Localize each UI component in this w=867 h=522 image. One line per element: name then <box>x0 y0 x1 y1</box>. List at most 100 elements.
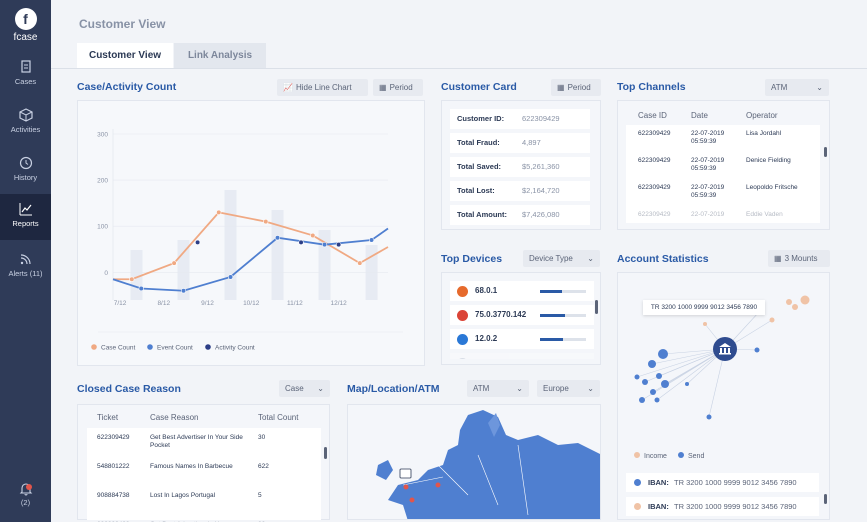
top-channels-title: Top Channels <box>617 81 686 93</box>
account-node[interactable] <box>800 295 810 305</box>
account-node[interactable] <box>658 349 668 359</box>
sidebar-item-cases[interactable]: Cases <box>0 52 51 98</box>
edge-icon <box>457 334 468 345</box>
sidebar-item-reports[interactable]: Reports <box>0 194 51 240</box>
chrome-icon <box>457 310 468 321</box>
data-point[interactable] <box>274 235 281 241</box>
hide-line-chart-button[interactable]: 📈 Hide Line Chart <box>277 79 368 96</box>
firefox-icon <box>457 286 468 297</box>
atm-marker-icon[interactable] <box>399 468 412 479</box>
data-point[interactable] <box>298 239 304 245</box>
iban-row[interactable]: IBAN: TR 3200 1000 9999 9012 3456 7890 <box>626 473 819 492</box>
column-header: Operator <box>746 111 778 120</box>
iban-label: IBAN: <box>648 478 669 487</box>
data-point[interactable] <box>263 219 269 225</box>
device-version: 68.0.1 <box>475 286 498 295</box>
channel-operator: Eddie Vaden <box>746 211 783 218</box>
account-node[interactable] <box>706 414 712 420</box>
location-pin[interactable] <box>403 484 409 490</box>
data-point[interactable] <box>310 232 316 239</box>
divider <box>51 68 867 69</box>
account-node[interactable] <box>786 299 792 305</box>
europe-map[interactable] <box>348 405 601 520</box>
customer-field-value: 4,897 <box>522 138 541 147</box>
data-point[interactable] <box>129 276 135 282</box>
account-node[interactable] <box>769 317 775 323</box>
scrollbar[interactable] <box>324 447 327 459</box>
account-node[interactable] <box>703 322 707 326</box>
account-node[interactable] <box>656 373 662 379</box>
iban-label: IBAN: <box>648 502 669 511</box>
tab-link-analysis[interactable]: Link Analysis <box>174 43 266 68</box>
data-point[interactable] <box>368 237 375 243</box>
legend-label: Case Count <box>101 345 136 352</box>
account-node[interactable] <box>648 360 656 368</box>
account-node[interactable] <box>634 374 640 380</box>
channel-case-id: 622309429 <box>638 211 671 218</box>
device-version: 12.0.2 <box>475 334 498 343</box>
account-node[interactable] <box>654 397 660 403</box>
channel-case-id: 622309429 <box>638 130 671 137</box>
uk-landmass <box>376 460 393 480</box>
account-node[interactable] <box>754 347 760 353</box>
account-node[interactable] <box>792 304 798 310</box>
customer-field-value: 622309429 <box>522 114 560 123</box>
calendar-icon: ▦ <box>774 254 782 263</box>
closed-reason: Lost In Lagos Portugal <box>150 492 216 499</box>
data-point[interactable] <box>180 288 187 294</box>
scrollbar[interactable] <box>824 494 827 504</box>
account-node[interactable] <box>661 380 669 388</box>
legend-label: Event Count <box>157 345 193 352</box>
device-type-select[interactable]: Device Type ⌄ <box>523 250 600 267</box>
device-type-value: Device Type <box>529 254 573 263</box>
location-pin[interactable] <box>409 497 415 503</box>
data-point[interactable] <box>171 260 177 266</box>
device-row[interactable]: 12.0.2 <box>450 329 594 349</box>
tab-customer-view[interactable]: Customer View <box>77 43 173 68</box>
sidebar-item-label: Reports <box>12 219 39 228</box>
map-region-select[interactable]: Europe ⌄ <box>537 380 600 397</box>
customer-field-label: Customer ID: <box>457 114 505 123</box>
iban-row[interactable]: IBAN: TR 3200 1000 9999 9012 3456 7890 <box>626 497 819 516</box>
device-row[interactable]: 68.0.1 <box>450 281 594 301</box>
column-header: Date <box>691 111 708 120</box>
customer-field-label: Total Lost: <box>457 186 495 195</box>
device-version: 11.0.3 <box>475 353 497 359</box>
data-point[interactable] <box>336 242 342 248</box>
scrollbar[interactable] <box>595 300 598 314</box>
europe-landmass <box>388 410 600 519</box>
mounts-label: 3 Mounts <box>784 254 818 263</box>
account-node[interactable] <box>639 397 645 403</box>
data-point[interactable] <box>321 242 328 248</box>
location-pin[interactable] <box>435 482 441 488</box>
period-button[interactable]: ▦ Period <box>373 79 423 96</box>
case-select[interactable]: Case ⌄ <box>279 380 330 397</box>
sidebar-item-activities[interactable]: Activities <box>0 100 51 146</box>
customer-period-button[interactable]: ▦ Period <box>551 79 601 96</box>
account-node[interactable] <box>685 382 689 386</box>
iban-value: TR 3200 1000 9999 9012 3456 7890 <box>674 502 797 511</box>
data-point[interactable] <box>357 260 363 266</box>
data-point[interactable] <box>216 209 222 215</box>
data-point[interactable] <box>195 239 201 245</box>
data-point[interactable] <box>227 274 234 280</box>
data-point[interactable] <box>138 285 144 292</box>
calendar-icon: ▦ <box>557 83 565 92</box>
customer-card-row: Total Saved: $5,261,360 <box>450 157 590 177</box>
device-row[interactable]: 11.0.3 <box>450 353 594 359</box>
channel-select[interactable]: ATM ⌄ <box>765 79 829 96</box>
chevron-down-icon: ⌄ <box>516 384 523 393</box>
customer-field-label: Total Saved: <box>457 162 502 171</box>
sidebar-item-history[interactable]: History <box>0 148 51 194</box>
mounts-button[interactable]: ▦ 3 Mounts <box>768 250 830 267</box>
chevron-down-icon: ⌄ <box>816 83 823 92</box>
sidebar-item-alerts[interactable]: Alerts (11) <box>0 244 51 290</box>
account-node[interactable] <box>650 389 656 395</box>
device-row[interactable]: 75.0.3770.142 <box>450 305 594 325</box>
map-atm-select[interactable]: ATM ⌄ <box>467 380 529 397</box>
account-node[interactable] <box>642 379 648 385</box>
scrollbar[interactable] <box>824 147 827 157</box>
notification-bell[interactable]: (2) <box>0 482 51 507</box>
app-logo[interactable]: f fcase <box>0 8 51 43</box>
x-tick-label: 10/12 <box>243 300 260 307</box>
